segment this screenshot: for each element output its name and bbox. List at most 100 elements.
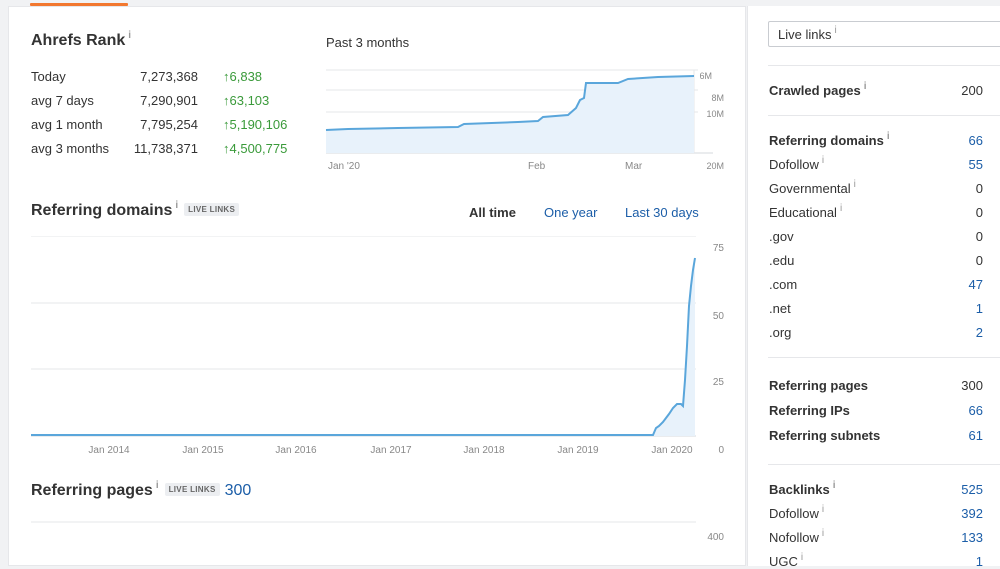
backlink-stat-label: UGC i xyxy=(769,552,804,569)
crawled-pages-value: 200 xyxy=(961,83,983,98)
backlink-stat-value[interactable]: 133 xyxy=(961,530,983,545)
referring-stat-label: Referring subnets xyxy=(769,428,881,443)
link-type-select[interactable]: Live links i xyxy=(768,21,1000,47)
domain-stat-label: .edu xyxy=(769,253,794,268)
info-icon[interactable]: i xyxy=(853,179,856,190)
backlink-stat-value[interactable]: 525 xyxy=(961,482,983,497)
y-tick-label: 20M xyxy=(706,161,724,171)
domain-stat-label: .org xyxy=(769,325,791,340)
x-tick-label: Jan 2015 xyxy=(182,445,224,456)
rank-row-value: 7,290,901 xyxy=(140,93,198,108)
domain-stat-value[interactable]: 2 xyxy=(975,325,983,340)
range-one-year[interactable]: One year xyxy=(544,205,598,220)
range-last-30-days[interactable]: Last 30 days xyxy=(625,205,699,220)
x-tick-label: Feb xyxy=(528,161,546,172)
divider xyxy=(768,115,1000,116)
rank-row-change: ↑4,500,775 xyxy=(223,141,287,156)
referring-stat-value[interactable]: 66 xyxy=(968,403,983,418)
domain-stat-label-text: Governmental xyxy=(769,181,851,196)
arrow-up-icon: ↑ xyxy=(223,93,230,108)
backlink-stat-label-text: UGC xyxy=(769,554,798,569)
domain-stat-label-text: .com xyxy=(769,277,798,292)
rank-area xyxy=(326,76,694,153)
y-tick-label: 10M xyxy=(706,109,724,119)
rank-row-change: ↑6,838 xyxy=(223,69,262,84)
rank-row-change: ↑5,190,106 xyxy=(223,117,287,132)
info-icon[interactable]: i xyxy=(821,155,825,166)
crawled-pages-label: Crawled pages i xyxy=(769,81,867,98)
backlink-stat-value[interactable]: 392 xyxy=(961,506,983,521)
y-tick-label: 0 xyxy=(718,445,724,456)
x-tick-label: Jan 2017 xyxy=(370,445,412,456)
referring-pages-chart: 400 xyxy=(31,521,724,543)
info-icon[interactable]: i xyxy=(832,480,836,491)
x-tick-label: Jan 2014 xyxy=(88,445,130,456)
rank-change-value: 4,500,775 xyxy=(229,141,288,156)
stats-sidebar xyxy=(747,6,1000,566)
referring-stat-label: Referring IPs xyxy=(769,403,850,418)
referring-stat-value: 300 xyxy=(961,378,983,393)
referring-stat-label: Referring pages xyxy=(769,378,868,393)
domain-stat-label-text: Referring domains xyxy=(769,133,884,148)
x-tick-label: Jan 2016 xyxy=(275,445,317,456)
info-icon[interactable]: i xyxy=(128,30,132,41)
domain-stat-value[interactable]: 66 xyxy=(968,133,983,148)
domain-stat-label-text: .net xyxy=(769,301,791,316)
referring-domains-chart: 75 50 25 0 Jan 2014 Jan 2015 Jan 2016 Ja… xyxy=(31,236,725,456)
domain-stat-value[interactable]: 47 xyxy=(968,277,983,292)
rank-change-value: 6,838 xyxy=(229,69,263,84)
rank-row-label: Today xyxy=(31,69,66,84)
domain-stat-value[interactable]: 55 xyxy=(968,157,983,172)
rank-row-label: avg 1 month xyxy=(31,117,103,132)
rank-row-value: 7,795,254 xyxy=(140,117,198,132)
domains-area xyxy=(653,258,695,436)
info-icon[interactable]: i xyxy=(886,131,890,142)
domains-line xyxy=(31,257,696,436)
crawled-pages-label-text: Crawled pages xyxy=(769,83,861,98)
rank-row-value: 11,738,371 xyxy=(133,141,198,156)
range-all-time[interactable]: All time xyxy=(469,205,516,220)
arrow-up-icon: ↑ xyxy=(223,141,230,156)
x-tick-label: Jan 2020 xyxy=(651,445,693,456)
arrow-up-icon: ↑ xyxy=(223,69,230,84)
domain-stat-label-text: Dofollow xyxy=(769,157,819,172)
domain-stat-label: Educational i xyxy=(769,203,843,220)
x-tick-label: Jan 2019 xyxy=(557,445,599,456)
x-tick-label: Mar xyxy=(625,161,643,172)
select-value: Live links xyxy=(778,27,832,42)
info-icon[interactable]: i xyxy=(834,25,837,36)
divider xyxy=(768,65,1000,66)
live-links-badge: LIVE LINKS xyxy=(184,203,240,217)
referring-pages-title-text: Referring pages xyxy=(31,482,153,499)
info-icon[interactable]: i xyxy=(800,552,804,563)
domain-stat-label: .net xyxy=(769,301,791,316)
domain-stat-value[interactable]: 1 xyxy=(975,301,983,316)
rank-chart: 6M 8M 10M 20M Jan '20 Feb Mar xyxy=(325,69,724,172)
referring-domains-title: Referring domains i LIVE LINKS xyxy=(31,200,240,220)
y-tick-label: 25 xyxy=(713,377,725,388)
backlink-stat-label-text: Dofollow xyxy=(769,506,819,521)
domain-stat-label-text: .org xyxy=(769,325,792,340)
active-tab-indicator xyxy=(30,3,128,6)
domain-stat-label-text: .edu xyxy=(769,253,795,268)
y-tick-label: 400 xyxy=(707,532,724,543)
divider xyxy=(768,357,1000,358)
domain-stat-value: 0 xyxy=(975,205,983,220)
info-icon[interactable]: i xyxy=(839,203,843,214)
info-icon[interactable]: i xyxy=(175,200,179,211)
backlink-stat-label-text: Backlinks xyxy=(769,482,830,497)
info-icon[interactable]: i xyxy=(863,81,867,92)
info-icon[interactable]: i xyxy=(821,504,825,515)
rank-change-value: 5,190,106 xyxy=(229,117,288,132)
domain-stat-label-text: Educational xyxy=(769,205,837,220)
referring-pages-count[interactable]: 300 xyxy=(224,482,252,499)
domain-stat-label: .gov xyxy=(769,229,794,244)
domain-stat-label: Referring domains i xyxy=(769,131,890,148)
rank-row-change: ↑63,103 xyxy=(223,93,269,108)
info-icon[interactable]: i xyxy=(155,480,159,491)
info-icon[interactable]: i xyxy=(821,528,825,539)
rank-row-label: avg 3 months xyxy=(31,141,110,156)
referring-stat-value[interactable]: 61 xyxy=(968,428,983,443)
divider xyxy=(768,464,1000,465)
backlink-stat-value[interactable]: 1 xyxy=(975,554,983,569)
